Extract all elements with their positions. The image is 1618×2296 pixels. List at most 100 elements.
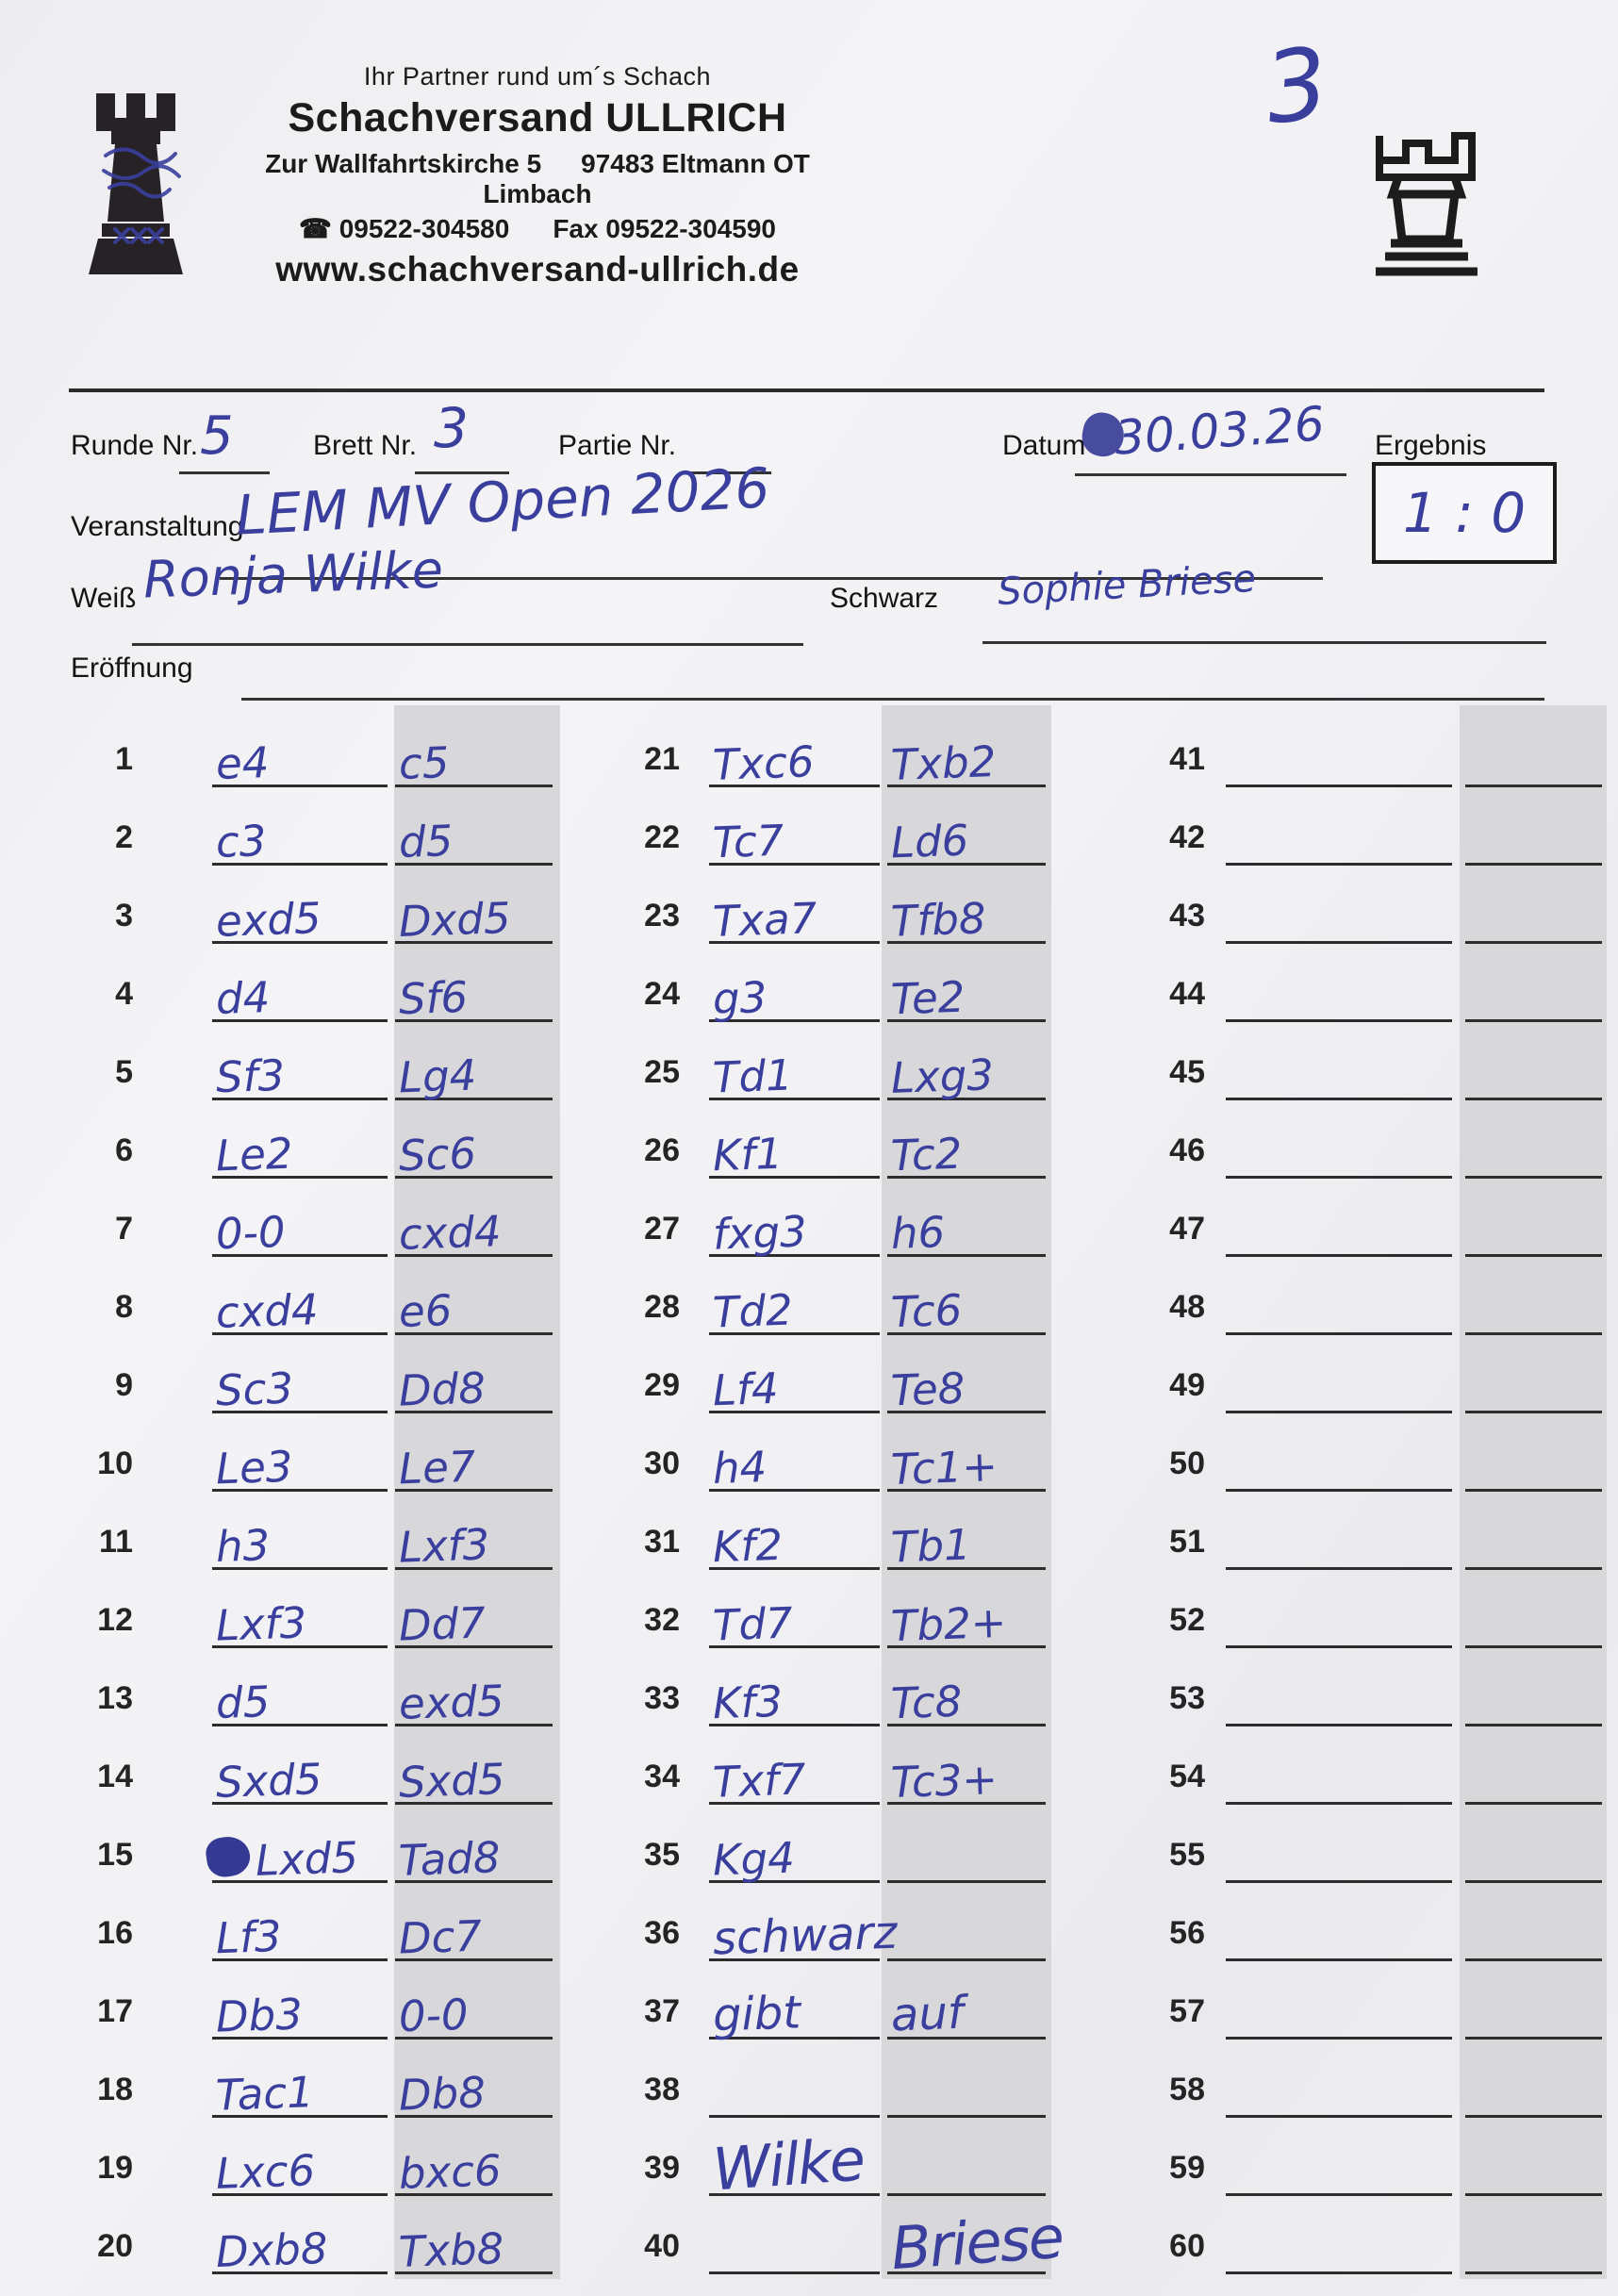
move-cell-white: Td1 — [709, 1019, 880, 1102]
move-cell-white — [1226, 785, 1452, 866]
weiss-line — [132, 643, 803, 646]
move-cell-black — [1465, 1802, 1602, 1883]
move-text-b: Txb8 — [398, 2222, 505, 2277]
move-cell-black — [1465, 1098, 1602, 1179]
move-number: 3 — [115, 898, 133, 933]
tagline: Ihr Partner rund um´s Schach — [363, 62, 712, 91]
move-row: 23 Txa7 Tfb8 — [618, 863, 1146, 947]
move-cell-white: Tac1 — [212, 2037, 388, 2121]
move-cell-black: cxd4 — [395, 1176, 553, 1259]
move-row: 13 d5 exd5 — [71, 1645, 599, 1729]
move-text-b: Tc3+ — [890, 1753, 999, 1808]
move-row: 40 Briese — [618, 2196, 1146, 2284]
move-row: 4 d4 Sf6 — [71, 944, 599, 1024]
move-row: 3 exd5 Dxd5 — [71, 866, 599, 947]
move-text-b: exd5 — [398, 1675, 505, 1729]
move-number: 52 — [1169, 1602, 1205, 1638]
move-cell-black — [887, 2037, 1046, 2118]
move-cell-white — [1226, 1411, 1452, 1492]
move-row: 20 Dxb8 Txb8 — [71, 2193, 599, 2277]
move-number: 44 — [1169, 976, 1205, 1012]
move-text-b: Txb2 — [890, 735, 998, 790]
move-cell-black: e6 — [395, 1254, 553, 1336]
move-cell-white: Kf3 — [709, 1645, 880, 1728]
move-number: 26 — [644, 1132, 680, 1168]
weiss-label: Weiß — [71, 583, 137, 614]
move-number: 56 — [1169, 1915, 1205, 1951]
move-cell-white — [1226, 1645, 1452, 1726]
move-number: 8 — [115, 1289, 133, 1325]
move-text-b: bxc6 — [398, 2144, 503, 2199]
move-cell-white — [709, 2037, 880, 2118]
datum-value: 30.03.26 — [1113, 396, 1327, 466]
move-cell-white — [1226, 706, 1452, 787]
move-row: 9 Sc3 Dd8 — [71, 1335, 599, 1415]
move-cell-white: Dxb8 — [212, 2193, 388, 2277]
move-row: 49 — [1143, 1335, 1618, 1413]
phone-number: ☎ 09522-304580 — [299, 214, 510, 243]
move-cell-black — [1465, 1176, 1602, 1257]
runde-label: Runde Nr. — [71, 430, 199, 461]
move-cell-white: cxd4 — [212, 1254, 388, 1337]
move-cell-white: Sxd5 — [212, 1724, 388, 1808]
move-text-w: d5 — [215, 1676, 272, 1728]
move-row: 38 — [618, 2040, 1146, 2118]
move-text-w: Lxd5 — [255, 1831, 359, 1886]
move-text-w: Tc7 — [712, 815, 785, 867]
move-number: 28 — [644, 1289, 680, 1325]
move-row: 33 Kf3 Tc8 — [618, 1645, 1146, 1728]
move-row: 25 Td1 Lxg3 — [618, 1019, 1146, 1103]
move-text-b: Tc6 — [890, 1284, 964, 1337]
move-text-w: Sf3 — [215, 1049, 286, 1102]
move-number: 24 — [644, 976, 680, 1012]
move-cell-black — [1465, 706, 1602, 787]
move-text-b: Tc2 — [890, 1128, 964, 1181]
move-cell-white — [1226, 1489, 1452, 1570]
move-number: 45 — [1169, 1054, 1205, 1090]
move-number: 22 — [644, 819, 680, 855]
move-row: 5 Sf3 Lg4 — [71, 1022, 599, 1102]
move-row: 57 — [1143, 1961, 1618, 2040]
resignation-note: auf — [890, 1986, 965, 2042]
move-cell-white: d5 — [212, 1645, 388, 1728]
move-cell-white: Kg4 — [709, 1802, 880, 1885]
move-text-b: Lxf3 — [398, 1518, 491, 1573]
move-number: 29 — [644, 1367, 680, 1403]
move-row: 51 — [1143, 1492, 1618, 1570]
move-cell-white — [1226, 1880, 1452, 1961]
datum-label: Datum — [1002, 430, 1086, 461]
eroeffnung-line — [241, 698, 1544, 701]
eroeffnung-label: Eröffnung — [71, 652, 193, 684]
move-cell-white: Le3 — [212, 1411, 388, 1494]
move-row: 16 Lf3 Dc7 — [71, 1880, 599, 1963]
move-row: 6 Le2 Sc6 — [71, 1098, 599, 1181]
move-cell-black — [1465, 1254, 1602, 1335]
move-text-w: Txa7 — [712, 892, 818, 947]
veranstaltung-value: LEM MV Open 2026 — [234, 455, 771, 548]
move-cell-white: Lf3 — [212, 1880, 388, 1963]
move-cell-white: Tc7 — [709, 785, 880, 867]
move-row: 29 Lf4 Te8 — [618, 1335, 1146, 1415]
move-number: 1 — [115, 741, 133, 777]
move-cell-black: Te2 — [887, 941, 1046, 1024]
schwarz-label: Schwarz — [830, 583, 939, 614]
move-number: 34 — [644, 1759, 680, 1794]
move-cell-white: Le2 — [212, 1098, 388, 1181]
move-text-w: Txf7 — [712, 1753, 807, 1808]
ink-scribble — [204, 1834, 253, 1879]
move-text-w: Sxd5 — [215, 1753, 323, 1808]
move-cell-white: Td2 — [709, 1254, 880, 1337]
signature: Briese — [888, 2202, 1065, 2284]
move-cell-black: Lxf3 — [395, 1489, 553, 1573]
move-cell-white: Txa7 — [709, 863, 880, 947]
move-text-w: Kg4 — [712, 1832, 796, 1885]
move-number: 27 — [644, 1211, 680, 1247]
move-cell-white: Txc6 — [709, 706, 880, 789]
handwritten-page-number: 3 — [1258, 25, 1335, 147]
move-text-w: Tac1 — [215, 2066, 315, 2121]
move-cell-black: Tc2 — [887, 1098, 1046, 1181]
move-cell-black: exd5 — [395, 1645, 553, 1729]
move-text-b: Lxg3 — [890, 1049, 995, 1103]
partie-label: Partie Nr. — [558, 430, 677, 461]
